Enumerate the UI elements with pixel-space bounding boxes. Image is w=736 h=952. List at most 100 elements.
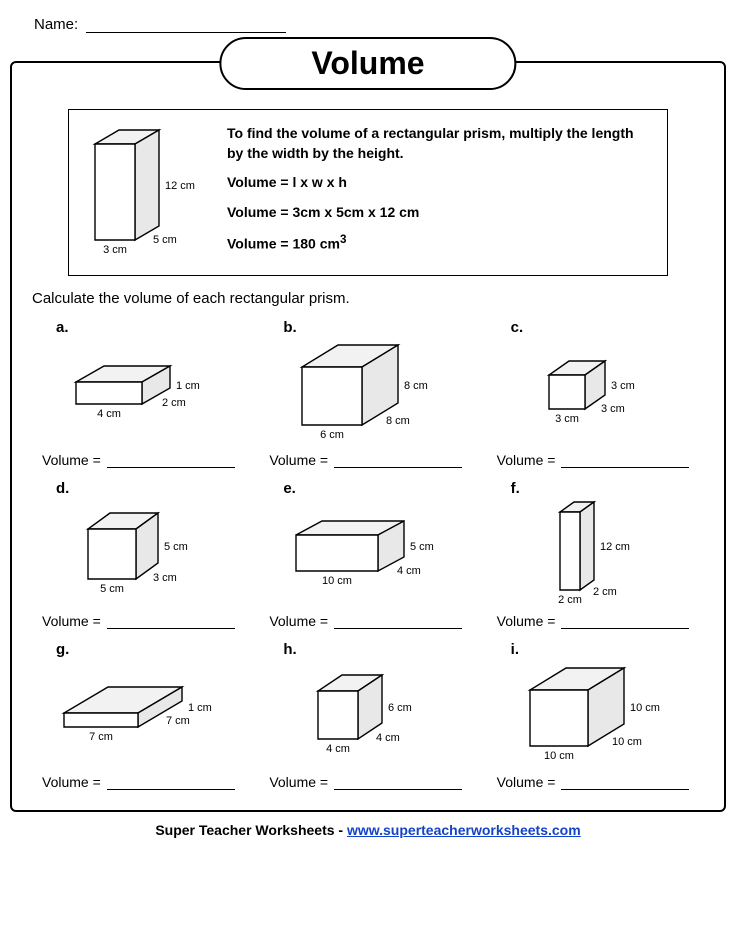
answer-blank[interactable] [334,789,462,790]
prism-figure: 3 cm 3 cm 3 cm [487,338,704,444]
footer-link[interactable]: www.superteacherworksheets.com [347,822,581,838]
svg-text:2 cm: 2 cm [593,586,617,598]
prism-figure: 5 cm 3 cm 5 cm [32,499,249,605]
svg-text:7 cm: 7 cm [166,715,190,727]
svg-text:3 cm: 3 cm [601,403,625,415]
answer-line: Volume = [269,613,476,629]
answer-blank[interactable] [107,628,235,629]
svg-text:8 cm: 8 cm [386,415,410,427]
problem-g: g. 7 cm7 cm1 cm Volume = [32,639,249,796]
problem-label: g. [56,641,249,658]
answer-label: Volume = [42,774,101,790]
example-formula: Volume = l x w x h [227,173,649,193]
prism-figure: 10 cm 4 cm 5 cm [259,499,476,605]
footer: Super Teacher Worksheets - www.superteac… [10,822,726,838]
answer-label: Volume = [269,613,328,629]
answer-blank[interactable] [334,628,462,629]
answer-blank[interactable] [107,789,235,790]
example-box: 3 cm 5 cm 12 cm To find the volume of a re… [68,109,668,276]
example-text: To find the volume of a rectangular pris… [227,124,649,265]
svg-text:8 cm: 8 cm [404,380,428,392]
answer-label: Volume = [269,774,328,790]
prism-figure: 10 cm 10 cm 10 cm [487,660,704,766]
problem-label: d. [56,480,249,497]
answer-blank[interactable] [561,628,689,629]
instructions: Calculate the volume of each rectangular… [32,290,708,307]
answer-blank[interactable] [561,789,689,790]
problem-d: d. 5 cm 3 cm 5 cm Volume = [32,478,249,635]
answer-line: Volume = [497,613,704,629]
answer-line: Volume = [42,774,249,790]
answer-line: Volume = [497,452,704,468]
example-result: Volume = 180 cm3 [227,232,649,254]
svg-text:12 cm: 12 cm [600,541,630,553]
problem-label: h. [283,641,476,658]
problem-label: e. [283,480,476,497]
name-label: Name: [34,16,78,33]
answer-label: Volume = [42,613,101,629]
problem-e: e. 10 cm 4 cm 5 cm Volume = [259,478,476,635]
name-field: Name: [34,16,726,33]
svg-text:6 cm: 6 cm [320,429,344,441]
svg-text:10 cm: 10 cm [612,736,642,748]
prism-figure: 4 cm 2 cm 1 cm [32,338,249,444]
title-text: Volume [311,45,424,81]
svg-text:7 cm: 7 cm [89,731,113,743]
prism-figure: 4 cm4 cm6 cm [259,660,476,766]
problem-c: c. 3 cm 3 cm 3 cm Volume = [487,317,704,474]
answer-label: Volume = [42,452,101,468]
prism-figure: 6 cm 8 cm 8 cm [259,338,476,444]
svg-text:5 cm: 5 cm [164,541,188,553]
svg-text:2 cm: 2 cm [558,594,582,606]
answer-line: Volume = [269,774,476,790]
problem-a: a. 4 cm 2 cm 1 cm Volume = [32,317,249,474]
svg-text:5 cm: 5 cm [100,583,124,595]
answer-label: Volume = [497,774,556,790]
answer-blank[interactable] [561,467,689,468]
problem-label: b. [283,319,476,336]
problem-h: h. 4 cm4 cm6 cm Volume = [259,639,476,796]
problem-label: a. [56,319,249,336]
problem-label: f. [511,480,704,497]
prism-figure: 2 cm 2 cm 12 cm [487,499,704,605]
example-prism: 3 cm 5 cm 12 cm [87,124,205,265]
answer-label: Volume = [269,452,328,468]
svg-text:4 cm: 4 cm [376,732,400,744]
svg-text:3 cm: 3 cm [611,380,635,392]
svg-text:3 cm: 3 cm [555,413,579,425]
svg-text:6 cm: 6 cm [388,702,412,714]
worksheet-frame: Volume 3 cm5 cm12 cm To find the volume … [10,61,726,812]
answer-blank[interactable] [334,467,462,468]
svg-text:5 cm: 5 cm [410,541,434,553]
title-pill: Volume [219,37,516,90]
svg-text:3 cm: 3 cm [103,244,127,256]
svg-text:4 cm: 4 cm [97,408,121,420]
example-intro: To find the volume of a rectangular pris… [227,124,649,163]
svg-text:2 cm: 2 cm [162,397,186,409]
svg-text:5 cm: 5 cm [153,234,177,246]
name-underline[interactable] [86,32,286,33]
problem-label: i. [511,641,704,658]
problem-label: c. [511,319,704,336]
svg-text:10 cm: 10 cm [544,750,574,762]
answer-label: Volume = [497,452,556,468]
answer-label: Volume = [497,613,556,629]
problem-f: f. 2 cm 2 cm 12 cm Volume = [487,478,704,635]
problem-grid: a. 4 cm 2 cm 1 cm Volume = b. 6 cm 8 cm 8 cm… [32,317,704,796]
svg-text:3 cm: 3 cm [153,572,177,584]
answer-line: Volume = [42,452,249,468]
problem-i: i. 10 cm 10 cm 10 cm Volume = [487,639,704,796]
example-sub: Volume = 3cm x 5cm x 12 cm [227,203,649,223]
svg-text:10 cm: 10 cm [630,702,660,714]
svg-text:1 cm: 1 cm [176,380,200,392]
answer-blank[interactable] [107,467,235,468]
prism-figure: 7 cm7 cm1 cm [32,660,249,766]
svg-text:12 cm: 12 cm [165,180,195,192]
svg-text:4 cm: 4 cm [397,565,421,577]
answer-line: Volume = [42,613,249,629]
answer-line: Volume = [497,774,704,790]
svg-text:10 cm: 10 cm [322,575,352,587]
problem-b: b. 6 cm 8 cm 8 cm Volume = [259,317,476,474]
footer-text: Super Teacher Worksheets - [155,822,347,838]
svg-text:1 cm: 1 cm [188,702,212,714]
